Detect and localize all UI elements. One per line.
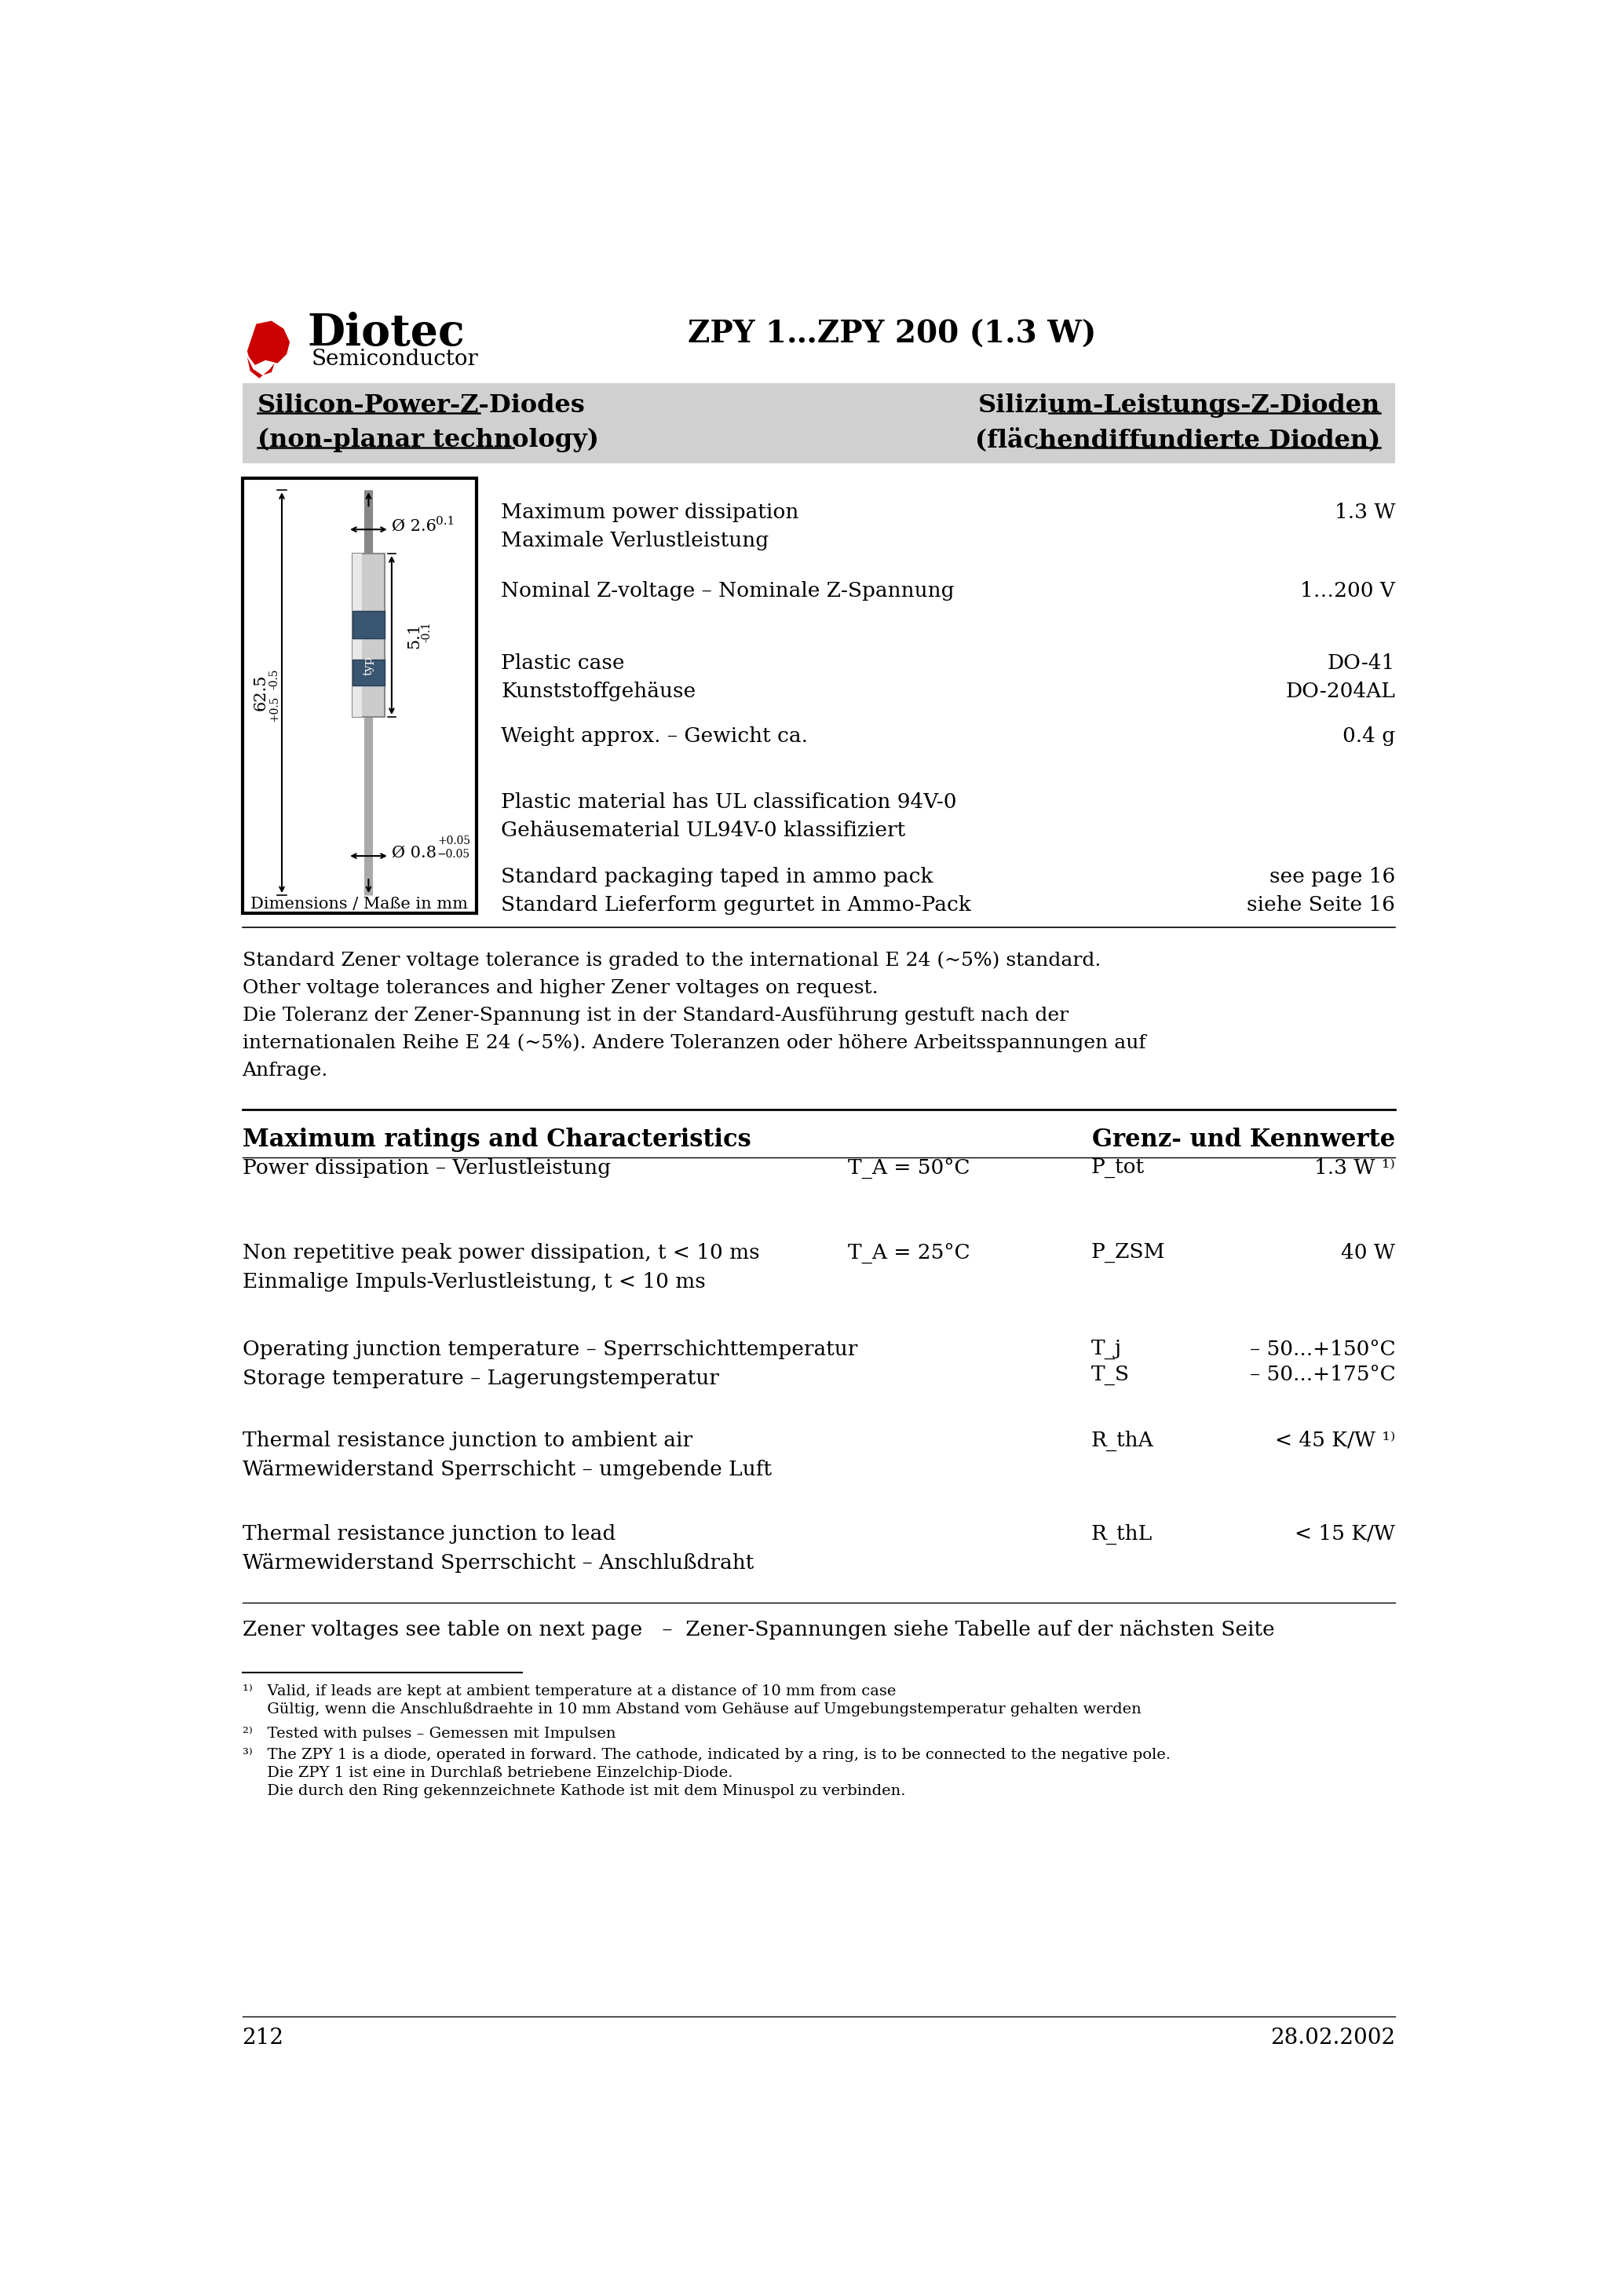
Text: Plastic material has UL classification 94V-0
Gehäusematerial UL94V-0 klassifizie: Plastic material has UL classification 9… [501,792,957,840]
Text: < 45 K/W ¹⁾: < 45 K/W ¹⁾ [1275,1430,1395,1451]
Text: Maximum ratings and Characteristics: Maximum ratings and Characteristics [242,1127,751,1153]
Bar [352,611,384,638]
Text: Ø 0.8: Ø 0.8 [391,845,436,861]
Text: 1.3 W: 1.3 W [1335,503,1395,521]
Text: ¹⁾   Valid, if leads are kept at ambient temperature at a distance of 10 mm from: ¹⁾ Valid, if leads are kept at ambient t… [242,1685,895,1699]
Polygon shape [247,358,274,379]
Text: 28.02.2002: 28.02.2002 [1270,2027,1395,2048]
Text: Operating junction temperature – Sperrschichttemperatur
Storage temperature – La: Operating junction temperature – Sperrsc… [242,1339,858,1389]
Text: Gültig, wenn die Anschlußdraehte in 10 mm Abstand vom Gehäuse auf Umgebungstempe: Gültig, wenn die Anschlußdraehte in 10 m… [242,1701,1140,1717]
Bar [352,553,384,716]
Text: -0.1: -0.1 [420,622,431,643]
Bar [352,659,384,687]
Text: – 50...+175°C: – 50...+175°C [1249,1366,1395,1384]
Text: Plastic case
Kunststoffgehäuse: Plastic case Kunststoffgehäuse [501,654,696,700]
Text: Grenz- und Kennwerte: Grenz- und Kennwerte [1092,1127,1395,1153]
Text: -0.5: -0.5 [269,668,281,689]
Text: 62.5: 62.5 [253,675,268,712]
Bar [242,478,477,914]
Text: P_ZSM: P_ZSM [1092,1242,1165,1263]
Text: Silizium-Leistungs-Z-Dioden: Silizium-Leistungs-Z-Dioden [978,393,1380,418]
Text: 212: 212 [242,2027,284,2048]
Polygon shape [247,321,290,365]
Text: Non repetitive peak power dissipation, t < 10 ms
Einmalige Impuls-Verlustleistun: Non repetitive peak power dissipation, t… [242,1242,759,1293]
Text: Thermal resistance junction to ambient air
Wärmewiderstand Sperrschicht – umgebe: Thermal resistance junction to ambient a… [242,1430,772,1479]
Text: +0.5: +0.5 [269,696,281,721]
Text: P_tot: P_tot [1092,1157,1145,1178]
Text: Power dissipation – Verlustleistung: Power dissipation – Verlustleistung [242,1157,610,1178]
Text: Silicon-Power-Z-Diodes: Silicon-Power-Z-Diodes [258,393,586,418]
Text: 1.3 W ¹⁾: 1.3 W ¹⁾ [1314,1157,1395,1178]
Bar [352,553,362,716]
Text: 5.1: 5.1 [407,622,422,647]
Text: Weight approx. – Gewicht ca.: Weight approx. – Gewicht ca. [501,726,808,746]
Text: typ: typ [363,657,375,675]
Text: DO-41
DO-204AL: DO-41 DO-204AL [1286,654,1395,700]
Text: Semiconductor: Semiconductor [311,349,478,370]
Text: R_thA: R_thA [1092,1430,1153,1451]
Text: ²⁾   Tested with pulses – Gemessen mit Impulsen: ²⁾ Tested with pulses – Gemessen mit Imp… [242,1727,616,1740]
Text: ³⁾   The ZPY 1 is a diode, operated in forward. The cathode, indicated by a ring: ³⁾ The ZPY 1 is a diode, operated in for… [242,1747,1171,1763]
Text: Ø 2.6: Ø 2.6 [391,519,436,535]
Text: 0.1: 0.1 [436,517,456,526]
Text: Standard packaging taped in ammo pack
Standard Lieferform gegurtet in Ammo-Pack: Standard packaging taped in ammo pack St… [501,868,972,914]
Text: T_A = 25°C: T_A = 25°C [848,1242,970,1263]
Text: Thermal resistance junction to lead
Wärmewiderstand Sperrschicht – Anschlußdraht: Thermal resistance junction to lead Wärm… [242,1525,754,1573]
Text: ZPY 1…ZPY 200 (1.3 W): ZPY 1…ZPY 200 (1.3 W) [688,319,1096,349]
Text: Nominal Z-voltage – Nominale Z-Spannung: Nominal Z-voltage – Nominale Z-Spannung [501,581,954,602]
Bar [242,383,1395,464]
Text: Diotec: Diotec [308,312,466,354]
Text: T_S: T_S [1092,1366,1129,1384]
Text: Dimensions / Maße in mm: Dimensions / Maße in mm [251,898,469,912]
Text: – 50...+150°C: – 50...+150°C [1249,1339,1395,1359]
Text: Die ZPY 1 ist eine in Durchlaß betriebene Einzelchip-Diode.: Die ZPY 1 ist eine in Durchlaß betrieben… [242,1766,733,1779]
Text: Standard Zener voltage tolerance is graded to the international E 24 (~5%) stand: Standard Zener voltage tolerance is grad… [242,951,1145,1079]
Text: T_A = 50°C: T_A = 50°C [848,1157,970,1178]
Text: 40 W: 40 W [1341,1242,1395,1263]
Text: +0.05
−0.05: +0.05 −0.05 [438,836,470,859]
Text: Maximum power dissipation
Maximale Verlustleistung: Maximum power dissipation Maximale Verlu… [501,503,798,551]
Text: 1…200 V: 1…200 V [1301,581,1395,602]
Text: see page 16
siehe Seite 16: see page 16 siehe Seite 16 [1247,868,1395,914]
Text: R_thL: R_thL [1092,1525,1153,1545]
Text: (non-planar technology): (non-planar technology) [258,427,599,452]
Text: 0.4 g: 0.4 g [1343,726,1395,746]
Text: (flächendiffundierte Dioden): (flächendiffundierte Dioden) [975,427,1380,452]
Text: < 15 K/W: < 15 K/W [1294,1525,1395,1543]
Text: Die durch den Ring gekennzeichnete Kathode ist mit dem Minuspol zu verbinden.: Die durch den Ring gekennzeichnete Katho… [242,1784,905,1798]
Text: T_j: T_j [1092,1339,1122,1359]
Text: Zener voltages see table on next page   –  Zener-Spannungen siehe Tabelle auf de: Zener voltages see table on next page – … [242,1621,1275,1639]
